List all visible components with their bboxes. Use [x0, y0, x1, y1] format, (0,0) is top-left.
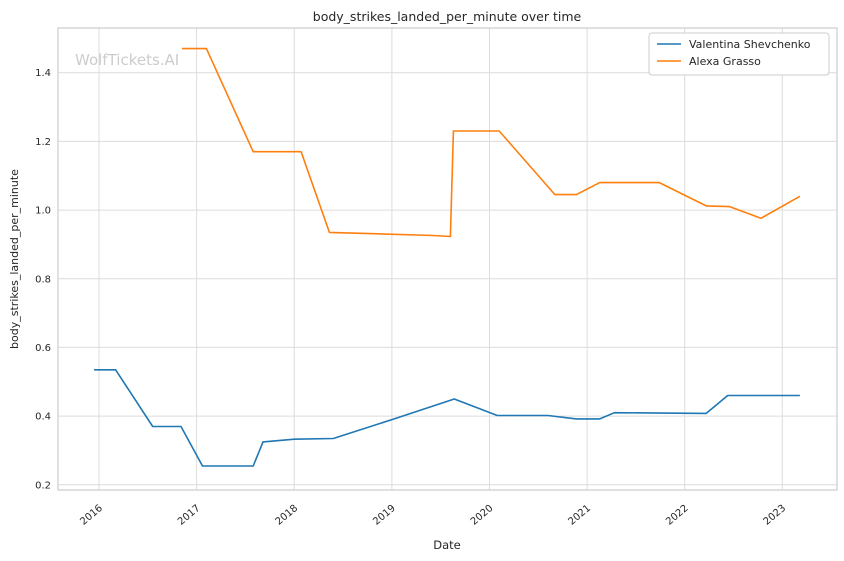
x-tick-labels: 2016 2017 2018 2019 2020 2021 2022 2023 [78, 503, 788, 528]
axes-spines [57, 27, 838, 491]
plot-area [58, 28, 837, 490]
legend-box [648, 32, 830, 76]
legend: Valentina Shevchenko Alexa Grasso [648, 32, 830, 76]
y-tick-labels: 0.2 0.4 0.6 0.8 1.0 1.2 1.4 [35, 68, 51, 491]
x-tick-label-2019: 2019 [371, 503, 398, 528]
x-tick-label-2022: 2022 [664, 503, 691, 528]
y-tick-label-1.2: 1.2 [35, 137, 51, 148]
x-axis-label: Date [433, 538, 461, 552]
y-tick-label-0.6: 0.6 [35, 343, 51, 354]
watermark: WolfTickets.AI [75, 51, 179, 69]
x-tick-label-2018: 2018 [274, 503, 301, 528]
x-tick-label-2016: 2016 [78, 503, 105, 528]
y-axis-label: body_strikes_landed_per_minute [8, 169, 21, 349]
y-tick-label-1.0: 1.0 [35, 206, 51, 217]
x-tick-label-2020: 2020 [469, 503, 496, 528]
series-lines [94, 47, 801, 467]
legend-label-valentina-shevchenko: Valentina Shevchenko [689, 38, 811, 51]
y-tick-label-0.2: 0.2 [35, 480, 51, 491]
x-tick-label-2017: 2017 [176, 503, 203, 528]
legend-label-alexa-grasso: Alexa Grasso [689, 55, 761, 68]
series-line-alexa-grasso [182, 47, 801, 238]
y-tick-label-0.8: 0.8 [35, 274, 51, 285]
y-tick-label-1.4: 1.4 [35, 68, 51, 79]
x-tick-label-2021: 2021 [566, 503, 593, 528]
x-tick-label-2023: 2023 [762, 503, 789, 528]
y-tick-label-0.4: 0.4 [35, 412, 51, 423]
chart-title: body_strikes_landed_per_minute over time [313, 9, 582, 24]
series-line-valentina-shevchenko [94, 368, 800, 467]
